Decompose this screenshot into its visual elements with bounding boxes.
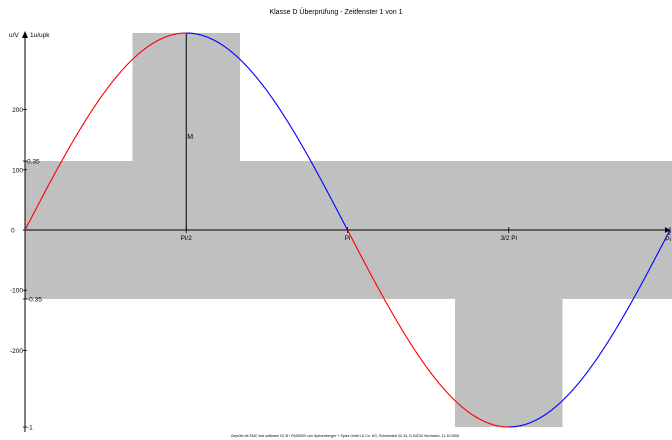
y-axis-label-normalized: 1u/upk — [30, 32, 50, 39]
envelope-lower-window — [455, 298, 563, 427]
norm-tick-label-0: 0.35 — [27, 159, 40, 166]
norm-tick-label-1: -0.35 — [27, 296, 42, 303]
labels-group: u/V 1u/upk M — [9, 32, 193, 141]
x-tick-label-0: Pi/2 — [181, 235, 193, 242]
marker-label: M — [187, 134, 193, 141]
series-red-segment-2 — [347, 229, 509, 428]
axes-group — [22, 31, 670, 432]
y-tick-label-3: -100 — [10, 288, 23, 295]
y-tick-label-4: -200 — [10, 348, 23, 355]
chart-title: Klasse D Überprüfung - Zeitfenster 1 von… — [269, 8, 402, 16]
x-axis-arrow — [665, 227, 670, 233]
series-blue-segment-1 — [186, 32, 348, 231]
y-tick-label-0: 200 — [12, 107, 23, 114]
x-tick-label-3-1: Pi — [665, 236, 671, 243]
x-tick-label-3-0: 2 — [667, 230, 671, 237]
norm-tick-label-2: -1 — [27, 424, 33, 431]
x-tick-label-1: Pi — [345, 235, 351, 242]
series-blue-segment-2 — [508, 229, 671, 428]
y-tick-label-1: 100 — [12, 167, 23, 174]
curves-group — [24, 32, 671, 428]
series-red-segment-1 — [24, 32, 187, 231]
chart-footer: Geprüft mit EMC test software V2.3f / PA… — [231, 434, 460, 438]
y-axis-arrow — [22, 31, 28, 38]
y-tick-label-2: 0 — [11, 228, 15, 235]
y-axis-label-voltage: u/V — [9, 32, 19, 39]
x-tick-label-2: 3/2 Pi — [500, 235, 517, 242]
